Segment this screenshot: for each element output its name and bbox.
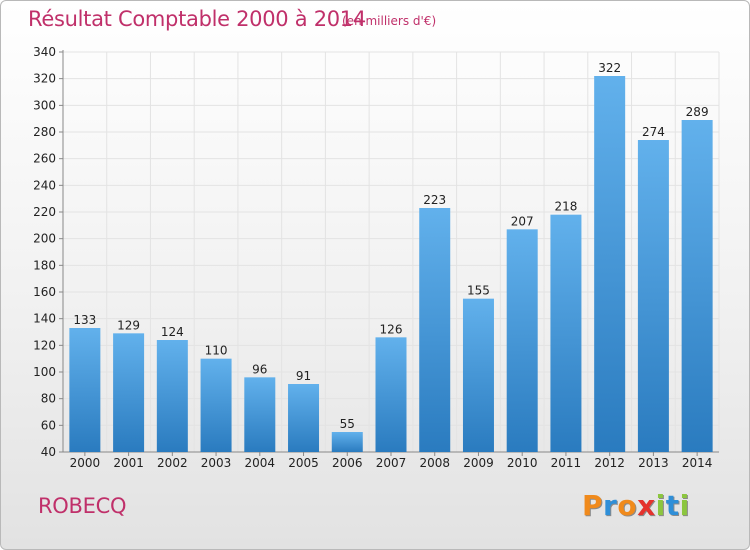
bar-2011[interactable] [550,214,582,452]
proxiti-logo[interactable]: Proxiti [582,489,690,522]
data-label: 223 [423,193,446,207]
data-label: 91 [296,369,311,383]
data-label: 155 [467,284,490,298]
bar-2012[interactable] [594,76,626,452]
y-tick-label: 200 [33,232,56,246]
labels: 40 60 80 100 120 140 160 180 200 220 240 260 280 300 3… [33,45,712,470]
bars [69,76,713,452]
logo-letter: P [582,489,604,522]
x-tick-label: 2013 [638,456,669,470]
chart-subtitle: (en milliers d'€) [342,14,437,28]
logo-letter: x [637,489,656,522]
x-tick-label: 2010 [507,456,538,470]
y-tick-label: 300 [33,98,56,112]
y-tick-label: 60 [41,418,56,432]
x-tick-label: 2005 [288,456,319,470]
data-label: 126 [380,322,403,336]
bar-2009[interactable] [462,298,494,452]
x-tick-label: 2006 [332,456,363,470]
bar-2002[interactable] [156,340,188,452]
y-tick-label: 180 [33,258,56,272]
bar-2003[interactable] [200,358,232,452]
data-label: 322 [598,61,621,75]
logo-letter: t [665,489,680,522]
bar-2007[interactable] [375,337,407,452]
data-label: 274 [642,125,665,139]
y-tick-label: 40 [41,445,56,459]
y-tick-label: 160 [33,285,56,299]
data-label: 96 [252,362,267,376]
bar-2001[interactable] [113,333,145,452]
data-label: 207 [511,214,534,228]
data-label: 124 [161,325,184,339]
data-label: 289 [686,105,709,119]
y-tick-label: 320 [33,72,56,86]
bar-2014[interactable] [681,120,713,452]
bar-2013[interactable] [637,140,669,452]
bar-2008[interactable] [419,208,451,452]
bar-2010[interactable] [506,229,538,452]
y-tick-label: 100 [33,365,56,379]
x-tick-label: 2004 [245,456,276,470]
y-tick-label: 260 [33,152,56,166]
logo-letter: r [603,489,618,522]
y-tick-label: 280 [33,125,56,139]
data-label: 129 [117,318,140,332]
x-tick-label: 2002 [157,456,188,470]
x-tick-label: 2012 [594,456,625,470]
commune-name: ROBECQ [38,494,127,518]
y-tick-label: 140 [33,312,56,326]
x-tick-label: 2011 [551,456,582,470]
bar-2000[interactable] [69,328,101,452]
x-tick-label: 2000 [70,456,101,470]
chart-title: Résultat Comptable 2000 à 2014 [28,7,366,31]
bar-2004[interactable] [244,377,276,452]
x-tick-label: 2001 [113,456,144,470]
y-tick-label: 340 [33,45,56,59]
y-tick-label: 120 [33,338,56,352]
data-label: 218 [554,200,577,214]
x-tick-label: 2003 [201,456,232,470]
y-tick-label: 80 [41,392,56,406]
logo-letter: i [655,489,666,522]
data-label: 110 [205,344,228,358]
y-tick-label: 220 [33,205,56,219]
x-tick-label: 2007 [376,456,407,470]
data-label: 133 [73,313,96,327]
logo-letter: i [679,489,690,522]
logo-letter: o [617,489,638,522]
x-tick-label: 2008 [419,456,450,470]
bar-2006[interactable] [331,432,363,452]
y-tick-label: 240 [33,178,56,192]
x-tick-label: 2014 [682,456,713,470]
data-label: 55 [340,417,355,431]
bar-2005[interactable] [288,384,320,452]
x-tick-label: 2009 [463,456,494,470]
